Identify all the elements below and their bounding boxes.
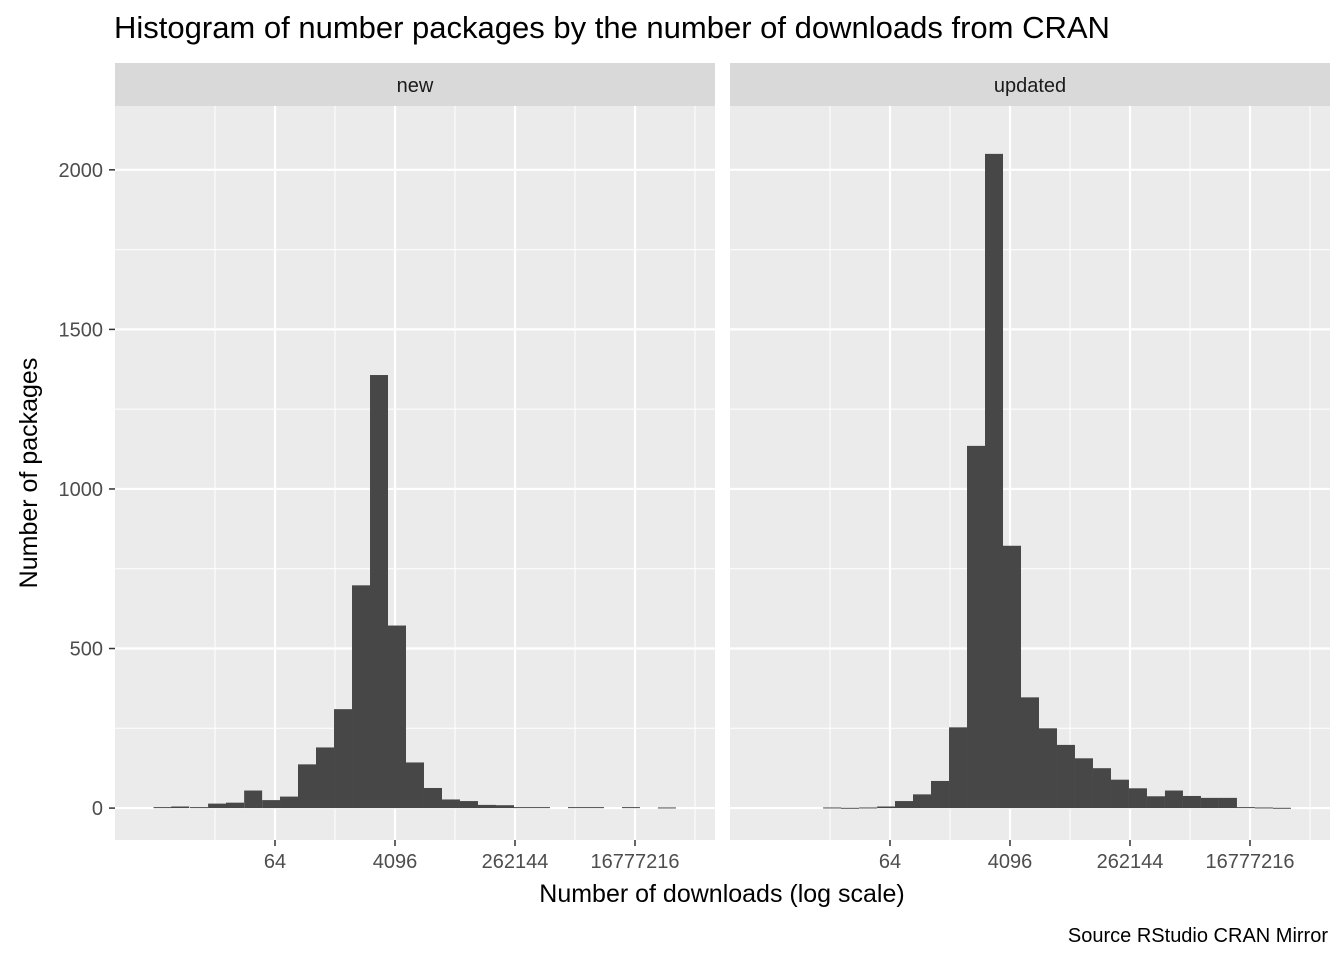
x-tick-label: 262144 [1097,851,1164,873]
histogram-bar [280,796,299,809]
histogram-bar [912,794,931,809]
histogram-bar [423,787,442,809]
histogram-bar [226,802,244,809]
histogram-bar [405,762,424,809]
x-tick-label: 16777216 [591,851,680,873]
facet-panel-new: 0 500 1000 1500 2000 64 4096 262144 16777216 new [59,63,715,873]
y-tick-label: 1500 [59,319,104,341]
histogram-bar [1074,758,1093,809]
x-tick-label: 64 [264,851,286,873]
x-tick-label: 262144 [482,851,549,873]
histogram-bar [1218,797,1237,809]
y-axis-label: Number of packages [15,358,43,589]
y-tick-label: 0 [92,798,103,820]
histogram-bar [1003,545,1022,809]
facet-strip [730,63,1330,106]
x-tick-label: 64 [879,851,901,873]
histogram-bar [1200,797,1219,809]
histogram-bar [949,727,968,809]
histogram-bar [585,807,604,809]
histogram-bar [1146,796,1165,809]
histogram-bar [262,800,281,809]
y-tick-label: 500 [70,639,103,661]
x-axis-label: Number of downloads (log scale) [539,880,904,908]
histogram-bar [1182,795,1201,809]
histogram-bar [153,807,172,809]
histogram-bar [841,807,859,809]
histogram-bar [1056,744,1075,809]
facet-panels: 0 500 1000 1500 2000 64 4096 262144 16777216 new 6… [59,63,1330,873]
histogram-bar [859,807,878,809]
histogram-bar [208,803,227,809]
histogram-bar [190,807,209,809]
y-tick-label: 2000 [59,160,104,182]
facet-strip [115,63,715,106]
panel-background [115,106,715,840]
histogram-bar [441,799,460,809]
histogram-bar [388,625,407,809]
chart-caption: Source RStudio CRAN Mirror [1068,925,1328,947]
histogram-bar [531,807,550,809]
histogram-bar [657,807,676,809]
histogram-bar [1092,768,1111,809]
histogram-bar [1128,788,1147,809]
facet-strip-label: new [397,75,434,97]
histogram-bar [171,806,190,809]
histogram-bar [459,801,478,809]
histogram-bar [495,805,514,809]
histogram-bar [1254,807,1273,809]
histogram-bar [930,780,949,809]
histogram-bar [513,807,532,809]
histogram-bar [1272,807,1291,809]
histogram-bar [1020,697,1039,809]
facet-strip-label: updated [994,75,1066,97]
histogram-bar [315,747,334,809]
y-tick-label: 1000 [59,479,104,501]
histogram-bar [244,790,263,809]
histogram-bar [1038,728,1057,809]
histogram-bar [877,806,896,809]
histogram-bar [823,807,842,809]
histogram-bar [1110,779,1129,809]
x-tick-label: 4096 [988,851,1033,873]
histogram-bar [370,375,389,809]
histogram-bar [1164,790,1183,809]
histogram-bar [895,801,914,809]
histogram-bar [352,585,371,809]
histogram-bar [297,764,316,809]
x-tick-label: 16777216 [1206,851,1295,873]
facet-panel-updated: 64 4096 262144 16777216 updated [730,63,1330,873]
x-tick-label: 4096 [373,851,418,873]
histogram-bar [985,153,1004,809]
histogram-bar [967,445,986,809]
histogram-bar [1236,807,1255,809]
chart-title: Histogram of number packages by the numb… [114,10,1110,45]
histogram-bar [567,807,586,809]
histogram-bar [621,807,640,809]
histogram-bar [334,709,353,809]
histogram-bar [477,804,496,809]
